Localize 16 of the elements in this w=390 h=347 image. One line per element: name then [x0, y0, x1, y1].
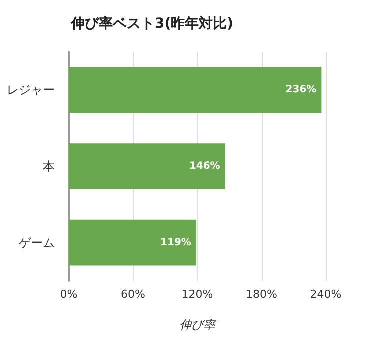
bar	[69, 220, 196, 266]
y-tick-label: レジャー	[7, 83, 55, 98]
x-tick-label: 60%	[121, 288, 146, 301]
x-axis-title: 伸び率	[180, 318, 218, 332]
bar	[69, 67, 322, 114]
x-tick-label: 0%	[60, 288, 78, 301]
y-tick-label: ゲーム	[19, 236, 55, 250]
chart-title: 伸び率ベスト3(昨年対比)	[70, 15, 234, 32]
bar	[69, 144, 226, 190]
data-label: 119%	[160, 237, 192, 248]
y-tick-label: 本	[43, 160, 55, 174]
x-tick-label: 120%	[182, 288, 214, 301]
x-tick-label: 240%	[310, 288, 342, 301]
data-label: 146%	[189, 161, 220, 172]
x-tick-label: 180%	[246, 288, 278, 301]
data-label: 236%	[286, 84, 317, 96]
